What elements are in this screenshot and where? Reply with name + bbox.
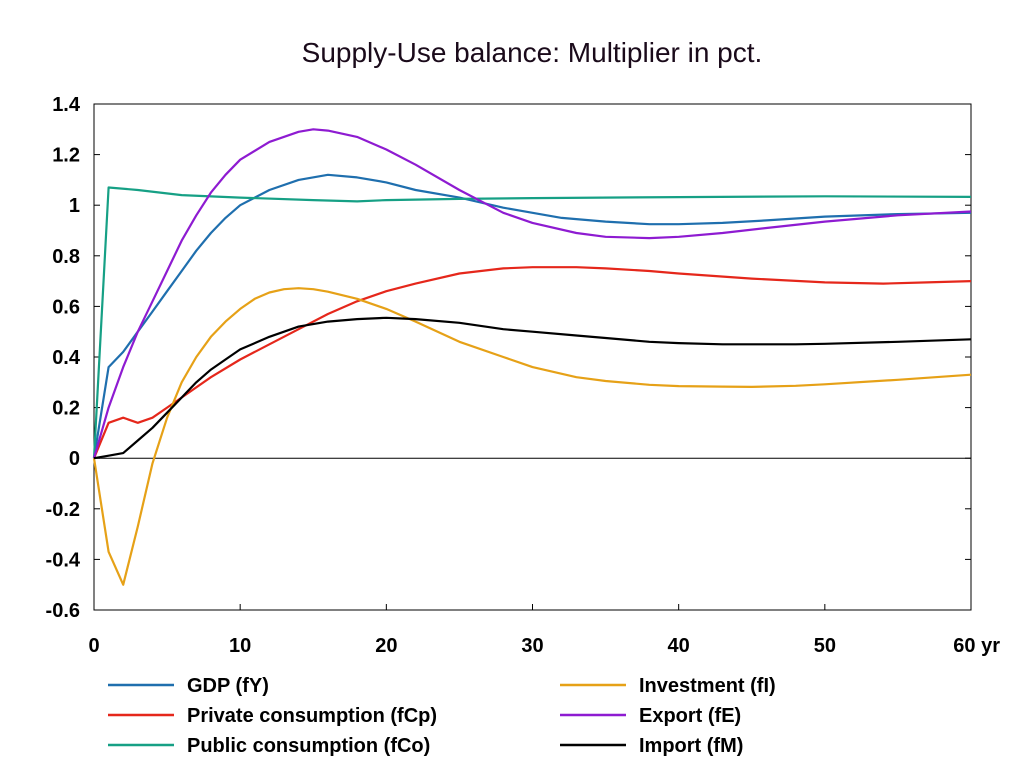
legend-label-gdp-fy: GDP (fY) [187, 675, 269, 697]
x-tick-label: 10 [229, 635, 251, 657]
legend-label-private-consumption-fcp: Private consumption (fCp) [187, 705, 437, 727]
legend: GDP (fY) Private consumption (fCp) Public … [108, 675, 776, 757]
series-line-gdp-fy [92, 173, 972, 459]
y-tick-label: -0.6 [46, 600, 80, 622]
y-tick-label: 0.8 [52, 246, 80, 268]
x-tick-label: 50 [814, 635, 836, 657]
y-tick-label: 1 [69, 195, 80, 217]
legend-label-export-fe: Export (fE) [639, 705, 741, 727]
y-tick-label: 0.6 [52, 296, 80, 318]
series-line-investment-fi [92, 287, 972, 586]
y-tick-label: 0.4 [52, 347, 81, 369]
legend-label-public-consumption-fco: Public consumption (fCo) [187, 735, 430, 757]
plot-area: -0.6 -0.4 -0.2 0 0.2 0.4 0.6 0.8 1 1.2 1.4 0 10 20 30 4… [46, 94, 1001, 657]
y-tick-label: -0.2 [46, 499, 80, 521]
y-tick-label: 0.2 [52, 398, 80, 420]
chart-title: Supply-Use balance: Multiplier in pct. [302, 37, 763, 68]
series-line-public-consumption-fco [92, 186, 972, 459]
series-line-private-consumption-fcp [92, 266, 972, 459]
x-tick-label: 30 [521, 635, 543, 657]
y-tick-label: 1.2 [52, 145, 80, 167]
x-tick-label: 20 [375, 635, 397, 657]
series-line-export-fe [92, 128, 972, 459]
x-tick-label: 40 [668, 635, 690, 657]
legend-label-import-fm: Import (fM) [639, 735, 743, 757]
y-tick-label: -0.4 [46, 549, 81, 571]
x-tick-label: 60 yr [953, 635, 1000, 657]
series-line-import-fm [93, 316, 972, 460]
y-tick-label: 1.4 [52, 94, 81, 116]
x-tick-label: 0 [88, 635, 99, 657]
plot-frame [93, 103, 972, 611]
legend-label-investment-fi: Investment (fI) [639, 675, 776, 697]
y-tick-label: 0 [69, 448, 80, 470]
